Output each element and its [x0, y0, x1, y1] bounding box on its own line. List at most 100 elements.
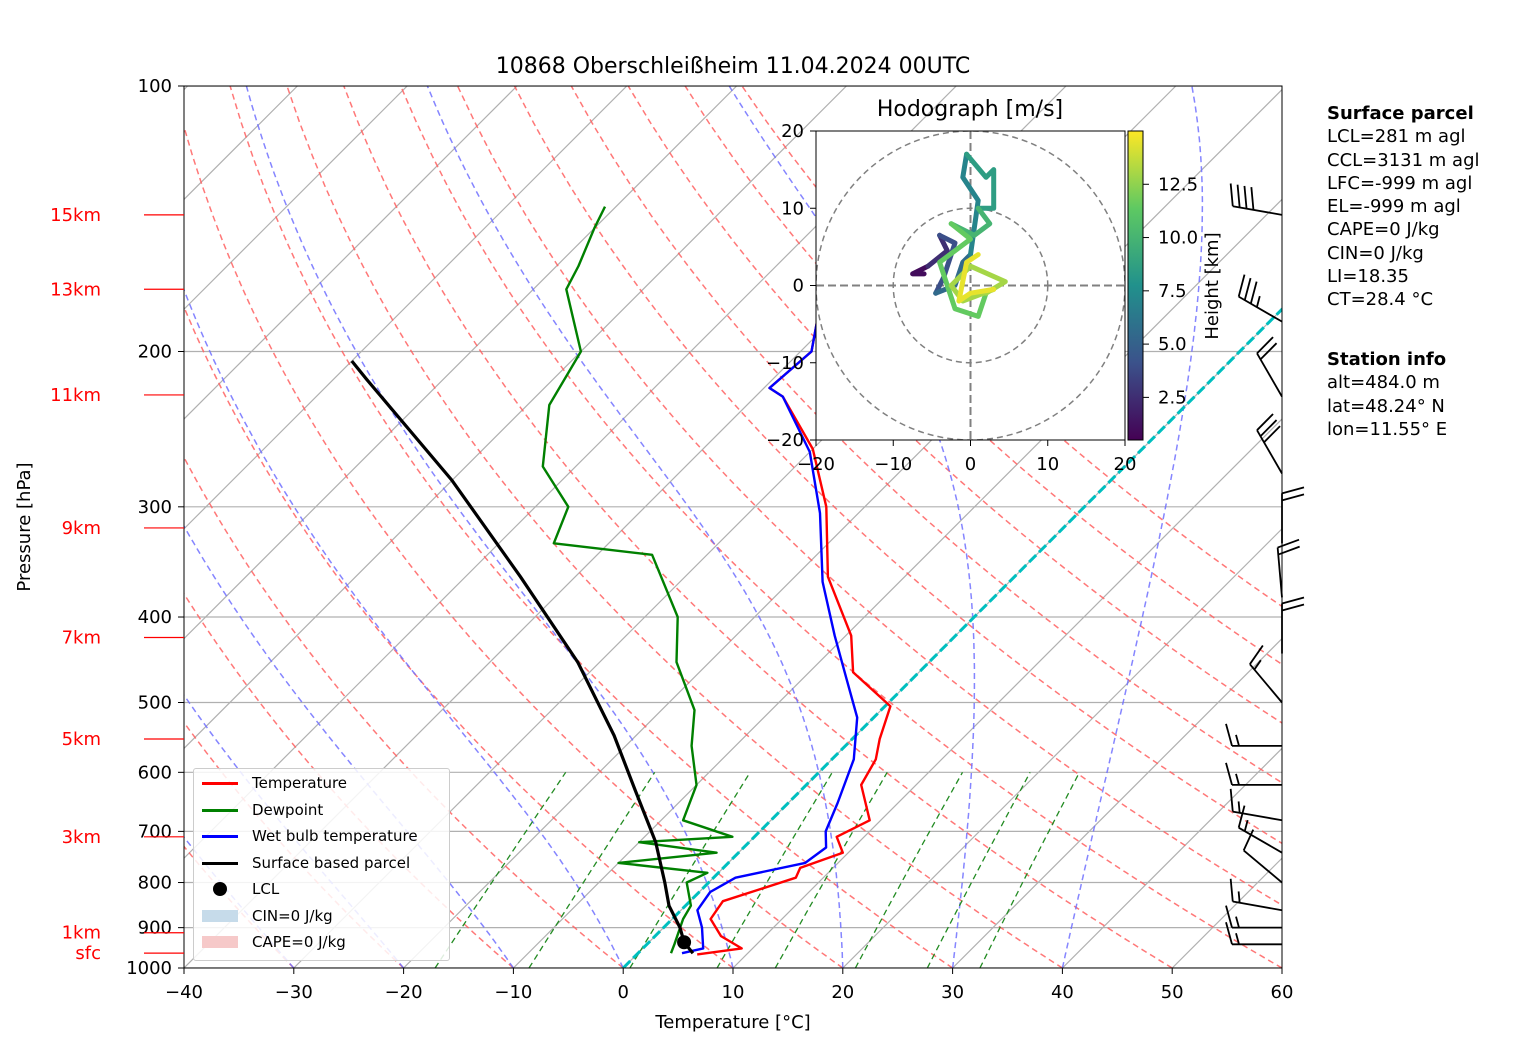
legend-label: CIN=0 J/kg [252, 906, 333, 925]
barb-shaft [1276, 547, 1283, 598]
barb-feather [1236, 184, 1241, 208]
height-label: 1km [62, 923, 101, 944]
dry-adiabat-line [184, 305, 734, 968]
legend-label: Dewpoint [252, 800, 324, 819]
barb-feather [1249, 281, 1258, 304]
barb-feather [1281, 596, 1305, 605]
barb-shaft [1238, 826, 1283, 854]
hodo-y-tick-label: −10 [766, 353, 804, 374]
legend-symbol [202, 808, 238, 812]
legend-key [202, 906, 238, 926]
mixing-ratio-line [434, 771, 567, 968]
dry-adiabat-line [343, 86, 1173, 968]
barb-feather [1237, 805, 1246, 828]
barb-half-feather [1235, 916, 1240, 928]
barb-shaft [1249, 663, 1283, 704]
mixing-ratio-line [926, 771, 1031, 968]
isotherm-line [1061, 747, 1282, 968]
x-tick-label: 50 [1161, 982, 1184, 1003]
legend-key [202, 853, 238, 873]
legend-item: Temperature [202, 773, 347, 793]
legend-key [202, 773, 238, 793]
y-tick-label: 100 [138, 76, 172, 97]
station-lon: lon=11.55° E [1327, 418, 1448, 440]
parcel-ct: CT=28.4 °C [1327, 289, 1434, 311]
hodo-x-tick-label: 20 [1114, 454, 1137, 475]
legend-label: Wet bulb temperature [252, 827, 418, 845]
hodograph-segment [910, 263, 931, 277]
moist-adiabat-line [184, 287, 624, 968]
wind-barbs [1225, 183, 1305, 946]
wind-barb [1256, 336, 1283, 398]
moist-adiabat-line [245, 86, 734, 968]
isotherm-line [952, 637, 1282, 968]
y-tick-label: 300 [138, 497, 172, 518]
barb-feather [1229, 878, 1234, 902]
station-alt: alt=484.0 m [1327, 372, 1440, 394]
hodograph-title: Hodograph [m/s] [877, 97, 1063, 122]
legend-key [202, 932, 238, 952]
hodograph-segment [933, 252, 973, 296]
isotherm-line [184, 86, 847, 750]
y-tick-label: 400 [138, 607, 172, 628]
height-label: 7km [62, 628, 101, 649]
isotherm-line [732, 418, 1282, 968]
surface-parcel-heading: Surface parcel [1327, 103, 1474, 124]
colorbar-tick-label: 10.0 [1158, 228, 1198, 249]
hodo-y-tick-label: 0 [793, 276, 804, 297]
barb-feather [1225, 762, 1233, 786]
x-tick-label: −40 [165, 982, 203, 1003]
legend-symbol [202, 909, 238, 922]
dry-adiabat-line [286, 86, 1063, 968]
wind-barb [1229, 788, 1283, 822]
height-label: 5km [62, 729, 101, 750]
legend-item: CIN=0 J/kg [202, 906, 333, 926]
barb-half-feather [1253, 659, 1262, 671]
barb-feather [1225, 905, 1233, 928]
wind-barb [1242, 829, 1283, 884]
legend-item: Dewpoint [202, 800, 323, 820]
legend-item: CAPE=0 J/kg [202, 932, 346, 952]
wind-barb [1281, 596, 1305, 654]
wind-barb [1237, 805, 1283, 854]
moist-adiabat-line [184, 524, 515, 968]
barb-feather [1243, 185, 1248, 209]
legend-symbol [202, 835, 238, 838]
barb-feather [1256, 336, 1274, 354]
parcel-li: LI=18.35 [1327, 266, 1409, 288]
hodograph-segment [956, 252, 997, 304]
legend-label: LCL [252, 880, 280, 898]
mixing-ratio-line [629, 771, 751, 968]
barb-half-feather [1243, 819, 1249, 832]
hodo-y-tick-label: 20 [781, 121, 804, 142]
dry-adiabat-line [456, 86, 1282, 906]
lcl-marker [677, 935, 692, 950]
legend-key [202, 826, 238, 846]
isotherm-line [184, 86, 518, 420]
legend-label: Surface based parcel [252, 853, 411, 872]
parcel-cin: CIN=0 J/kg [1327, 242, 1424, 264]
dry-adiabat-line [229, 86, 954, 968]
barb-half-feather [1256, 295, 1261, 308]
surface-parcel-panel: Surface parcel LCL=281 m agl CCL=3131 m … [1327, 102, 1480, 312]
height-label: 9km [62, 518, 101, 539]
dry-adiabat-line [400, 86, 1282, 968]
y-tick-label: 200 [138, 342, 172, 363]
wind-barb [1225, 723, 1282, 747]
dewpoint-line [541, 206, 734, 954]
barb-feather [1250, 187, 1255, 210]
hodograph-segment [948, 205, 993, 238]
moist-adiabat-line [426, 86, 844, 968]
barb-feather [1249, 644, 1264, 665]
zero-isotherm-line [622, 307, 1282, 968]
y-tick-label: 700 [138, 821, 172, 842]
barb-feather [1242, 829, 1255, 851]
legend-symbol [213, 882, 227, 896]
hodograph-segment [933, 232, 958, 296]
legend-symbol [202, 936, 238, 948]
x-axis-label: Temperature [°C] [654, 1012, 810, 1033]
hodograph: −20 −10 0 10 20 20 10 0 −10 −20 Hodograph [m/s] 2… [766, 97, 1223, 475]
barb-shaft [1256, 429, 1283, 474]
barb-feather [1259, 419, 1278, 437]
